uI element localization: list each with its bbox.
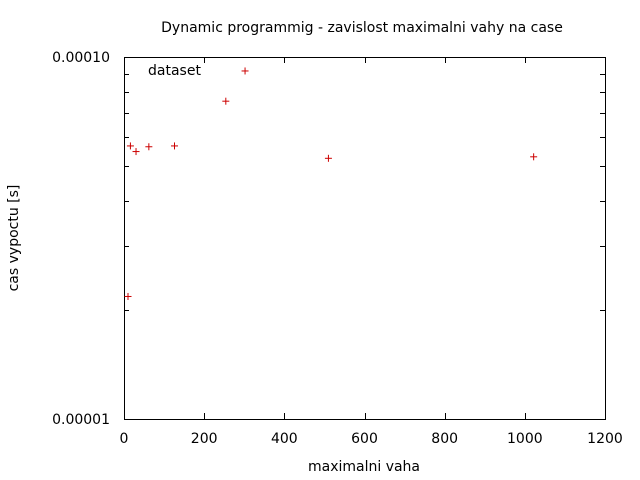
x-tick-label: 1200 [587, 431, 623, 447]
data-point [124, 292, 132, 300]
data-point [530, 153, 538, 161]
x-tick-label: 400 [271, 431, 298, 447]
x-tick-label: 800 [431, 431, 458, 447]
chart-title: Dynamic programmig - zavislost maximalni… [161, 20, 563, 36]
data-point [145, 143, 153, 151]
x-axis-label: maximalni vaha [308, 459, 420, 475]
data-point [324, 154, 332, 162]
legend: dataset [148, 63, 201, 79]
data-point [132, 148, 140, 156]
x-tick-label: 0 [120, 431, 129, 447]
legend-label-dataset: dataset [148, 63, 201, 79]
y-tick-label: 0.00001 [52, 412, 110, 428]
data-point [241, 67, 249, 75]
y-tick-label: 0.00010 [52, 50, 110, 66]
plot-area-border [124, 57, 606, 420]
data-points [124, 67, 538, 300]
x-axis: 0 200 400 600 800 1000 1200 [120, 57, 623, 447]
data-point [222, 97, 230, 105]
data-point [126, 142, 134, 150]
x-tick-label: 1000 [507, 431, 543, 447]
x-tick-label: 200 [191, 431, 218, 447]
y-axis-label: cas vypoctu [s] [6, 185, 22, 292]
x-tick-label: 600 [351, 431, 378, 447]
y-axis: 0.00001 0.00010 [52, 50, 605, 428]
data-point [171, 142, 179, 150]
